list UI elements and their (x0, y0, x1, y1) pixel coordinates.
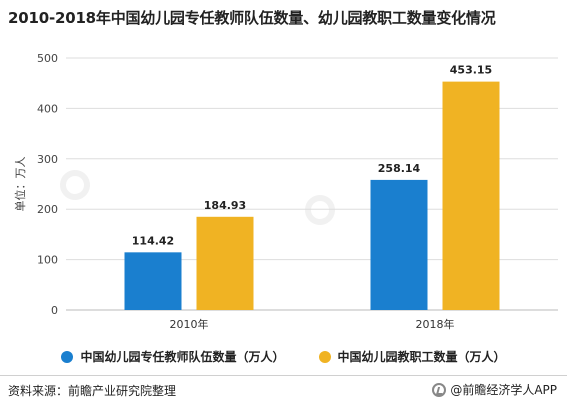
y-axis-label: 单位：万人 (13, 157, 27, 212)
bar (442, 81, 500, 310)
bar-chart: 0 100 200 300 400 500 单位：万人 114.42 184.93 2010年 25… (13, 52, 558, 331)
footer-divider (0, 375, 567, 376)
data-label: 184.93 (204, 199, 246, 212)
legend-swatch-teachers (61, 350, 74, 363)
y-tick-label: 0 (51, 304, 58, 317)
y-tick-label: 500 (37, 52, 58, 65)
brand-logo-icon (432, 382, 447, 397)
legend-item-staff: 中国幼儿园教职工数量（万人） (318, 348, 506, 365)
bar (370, 179, 428, 310)
legend-label-staff: 中国幼儿园教职工数量（万人） (337, 350, 506, 364)
source-note: 资料来源：前瞻产业研究院整理 (8, 384, 177, 398)
brand-text: @前瞻经济学人APP (450, 383, 557, 397)
legend-label-teachers: 中国幼儿园专任教师队伍数量（万人） (80, 350, 285, 364)
y-tick-label: 400 (37, 102, 58, 115)
x-tick-label: 2018年 (416, 317, 455, 331)
x-tick-label: 2010年 (170, 317, 209, 331)
legend-swatch-staff (318, 350, 331, 363)
data-label: 114.42 (132, 234, 174, 247)
chart-area: 0 100 200 300 400 500 单位：万人 114.42 184.93 2010年 25… (0, 40, 567, 340)
chart-title: 2010-2018年中国幼儿园专任教师队伍数量、幼儿园教职工数量变化情况 (8, 9, 496, 27)
legend: 中国幼儿园专任教师队伍数量（万人） 中国幼儿园教职工数量（万人） (0, 348, 567, 365)
y-tick-label: 100 (37, 254, 58, 267)
y-tick-label: 200 (37, 203, 58, 216)
y-tick-label: 300 (37, 153, 58, 166)
legend-item-teachers: 中国幼儿园专任教师队伍数量（万人） (61, 348, 285, 365)
data-label: 258.14 (378, 162, 421, 175)
bar (196, 216, 254, 310)
data-label: 453.15 (450, 64, 492, 77)
bar (124, 252, 182, 310)
brand-credit: @前瞻经济学人APP (432, 381, 557, 398)
